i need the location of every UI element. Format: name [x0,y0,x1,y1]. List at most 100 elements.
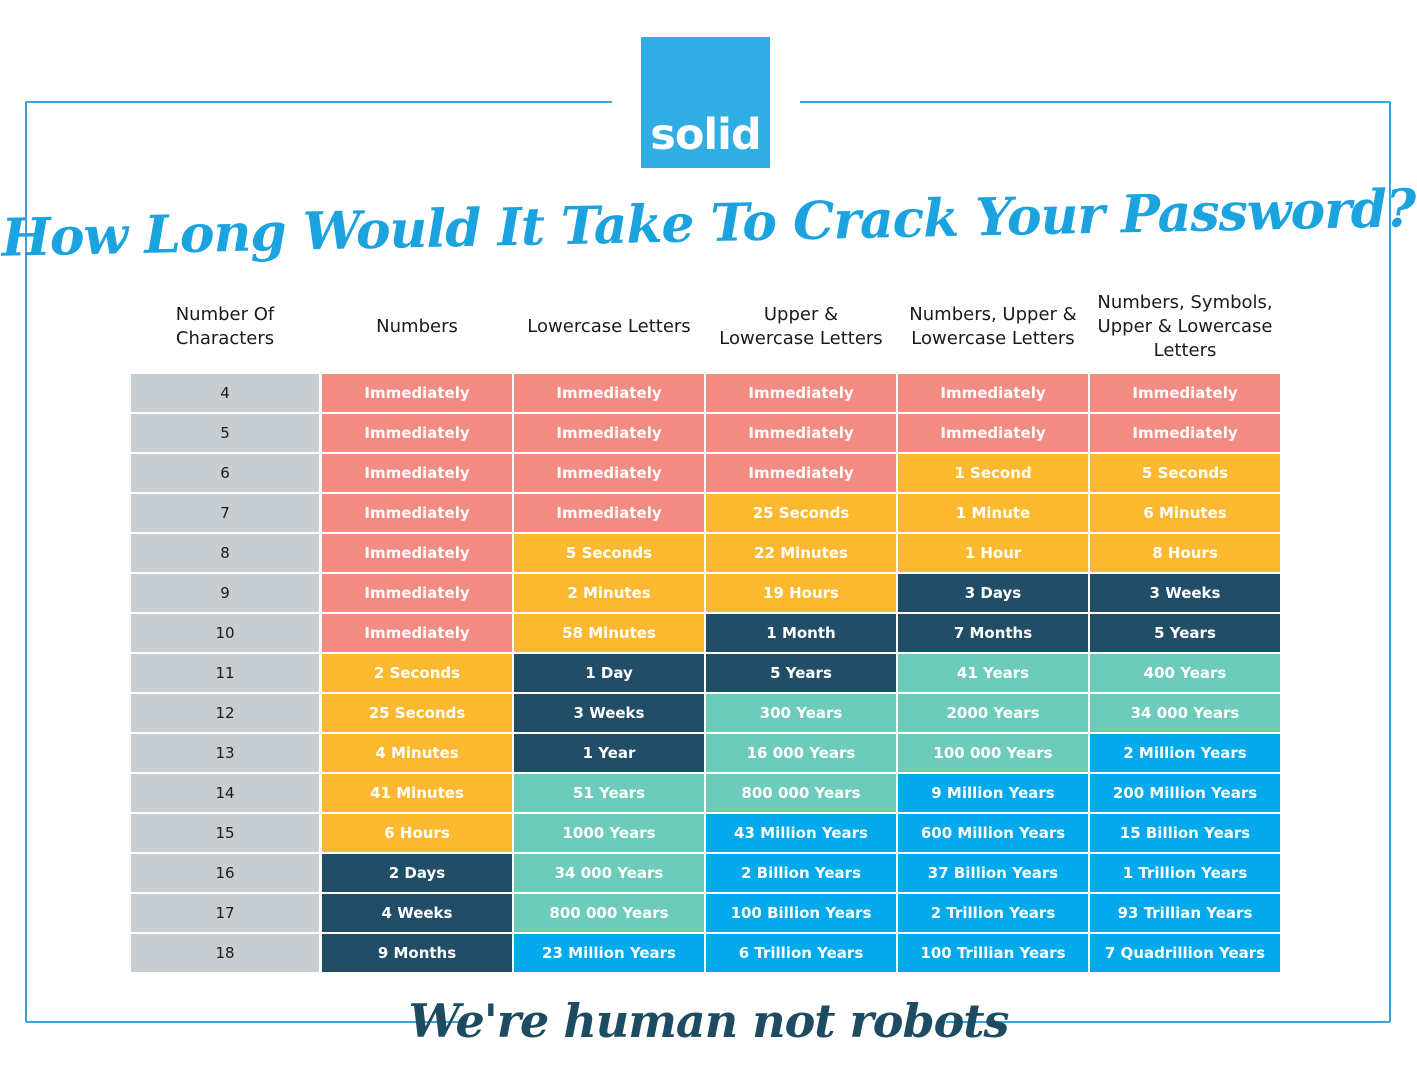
time-cell-upper-lower: 300 Years [706,694,896,732]
char-count-cell: 13 [131,734,319,772]
time-cell-all: 5 Years [1090,614,1280,652]
time-cell-lowercase: Immediately [514,374,704,412]
table-row: 8 Immediately 5 Seconds 22 Minutes 1 Hour 8 H… [131,534,1281,572]
time-cell-numbers-upper-lower: 2000 Years [898,694,1088,732]
table-row: 7 Immediately Immediately 25 Seconds 1 Minut… [131,494,1281,532]
time-cell-lowercase: 1 Year [514,734,704,772]
header-characters: Number Of Characters [175,304,275,349]
time-cell-upper-lower: 100 Billion Years [706,894,896,932]
time-cell-lowercase: Immediately [514,414,704,452]
time-cell-numbers-upper-lower: 9 Million Years [898,774,1088,812]
time-cell-numbers-upper-lower: 37 Billion Years [898,854,1088,892]
time-cell-all: 3 Weeks [1090,574,1280,612]
time-cell-all: 200 Million Years [1090,774,1280,812]
time-cell-all: 93 Trillian Years [1090,894,1280,932]
char-count-cell: 16 [131,854,319,892]
time-cell-numbers-upper-lower: 100 Trillian Years [898,934,1088,972]
table-row: 17 4 Weeks 800 000 Years 100 Billion Years 2… [131,894,1281,932]
time-cell-numbers: 9 Months [322,934,512,972]
time-cell-numbers-upper-lower: 41 Years [898,654,1088,692]
time-cell-numbers: 4 Weeks [322,894,512,932]
time-cell-upper-lower: Immediately [706,414,896,452]
time-cell-numbers-upper-lower: Immediately [898,414,1088,452]
char-count-cell: 10 [131,614,319,652]
time-cell-numbers-upper-lower: 2 Trillion Years [898,894,1088,932]
header-all: Numbers, Symbols, Upper & Lowercase Lett… [1097,292,1273,361]
table-row: 6 Immediately Immediately Immediately 1 Seco… [131,454,1281,492]
time-cell-upper-lower: Immediately [706,374,896,412]
char-count-cell: 5 [131,414,319,452]
time-cell-upper-lower: 43 Million Years [706,814,896,852]
table-row: 16 2 Days 34 000 Years 2 Billion Years 37 Bi… [131,854,1281,892]
char-count-cell: 8 [131,534,319,572]
time-cell-lowercase: 58 Minutes [514,614,704,652]
time-cell-numbers-upper-lower: 1 Hour [898,534,1088,572]
table-row: 4 Immediately Immediately Immediately Immedi… [131,374,1281,412]
time-cell-upper-lower: 5 Years [706,654,896,692]
time-cell-numbers: Immediately [322,614,512,652]
time-cell-numbers-upper-lower: 1 Second [898,454,1088,492]
table-row: 10 Immediately 58 Minutes 1 Month 7 Months 5 … [131,614,1281,652]
time-cell-lowercase: 34 000 Years [514,854,704,892]
time-cell-lowercase: Immediately [514,454,704,492]
time-cell-upper-lower: Immediately [706,454,896,492]
time-cell-all: 15 Billion Years [1090,814,1280,852]
time-cell-numbers-upper-lower: 100 000 Years [898,734,1088,772]
time-cell-numbers-upper-lower: Immediately [898,374,1088,412]
time-cell-numbers: Immediately [322,414,512,452]
solid-logo: solid [641,37,770,168]
time-cell-numbers: 2 Days [322,854,512,892]
time-cell-all: Immediately [1090,374,1280,412]
time-cell-all: Immediately [1090,414,1280,452]
time-cell-all: 400 Years [1090,654,1280,692]
time-cell-upper-lower: 19 Hours [706,574,896,612]
char-count-cell: 7 [131,494,319,532]
table-row: 9 Immediately 2 Minutes 19 Hours 3 Days 3 Wee… [131,574,1281,612]
time-cell-numbers: Immediately [322,494,512,532]
time-cell-lowercase: Immediately [514,494,704,532]
time-cell-numbers: 6 Hours [322,814,512,852]
time-cell-numbers: Immediately [322,534,512,572]
table-row: 11 2 Seconds 1 Day 5 Years 41 Years 400 Years [131,654,1281,692]
char-count-cell: 6 [131,454,319,492]
char-count-cell: 18 [131,934,319,972]
char-count-cell: 11 [131,654,319,692]
time-cell-numbers: Immediately [322,454,512,492]
time-cell-numbers-upper-lower: 3 Days [898,574,1088,612]
table-row: 18 9 Months 23 Million Years 6 Trillion Yea… [131,934,1281,972]
char-count-cell: 12 [131,694,319,732]
header-numbers: Numbers [376,316,458,337]
time-cell-all: 34 000 Years [1090,694,1280,732]
time-cell-lowercase: 2 Minutes [514,574,704,612]
tagline: We're human not robots [408,994,1010,1048]
char-count-cell: 4 [131,374,319,412]
time-cell-numbers: 41 Minutes [322,774,512,812]
time-cell-lowercase: 51 Years [514,774,704,812]
crack-time-table: 4 Immediately Immediately Immediately Immedi… [131,374,1281,974]
time-cell-numbers: 25 Seconds [322,694,512,732]
table-row: 14 41 Minutes 51 Years 800 000 Years 9 Milli… [131,774,1281,812]
time-cell-lowercase: 3 Weeks [514,694,704,732]
time-cell-all: 7 Quadrillion Years [1090,934,1280,972]
logo-text: solid [650,110,761,160]
table-row: 15 6 Hours 1000 Years 43 Million Years 600 M… [131,814,1281,852]
time-cell-upper-lower: 2 Billion Years [706,854,896,892]
time-cell-numbers: 2 Seconds [322,654,512,692]
time-cell-all: 5 Seconds [1090,454,1280,492]
time-cell-upper-lower: 22 Minutes [706,534,896,572]
time-cell-all: 8 Hours [1090,534,1280,572]
char-count-cell: 14 [131,774,319,812]
time-cell-numbers: Immediately [322,374,512,412]
time-cell-all: 6 Minutes [1090,494,1280,532]
time-cell-lowercase: 5 Seconds [514,534,704,572]
header-numbers-upper-lower: Numbers, Upper & Lowercase Letters [909,304,1077,349]
char-count-cell: 9 [131,574,319,612]
time-cell-upper-lower: 800 000 Years [706,774,896,812]
time-cell-all: 2 Million Years [1090,734,1280,772]
table-row: 13 4 Minutes 1 Year 16 000 Years 100 000 Yea… [131,734,1281,772]
time-cell-upper-lower: 25 Seconds [706,494,896,532]
time-cell-lowercase: 1 Day [514,654,704,692]
time-cell-upper-lower: 1 Month [706,614,896,652]
char-count-cell: 15 [131,814,319,852]
time-cell-numbers-upper-lower: 600 Million Years [898,814,1088,852]
